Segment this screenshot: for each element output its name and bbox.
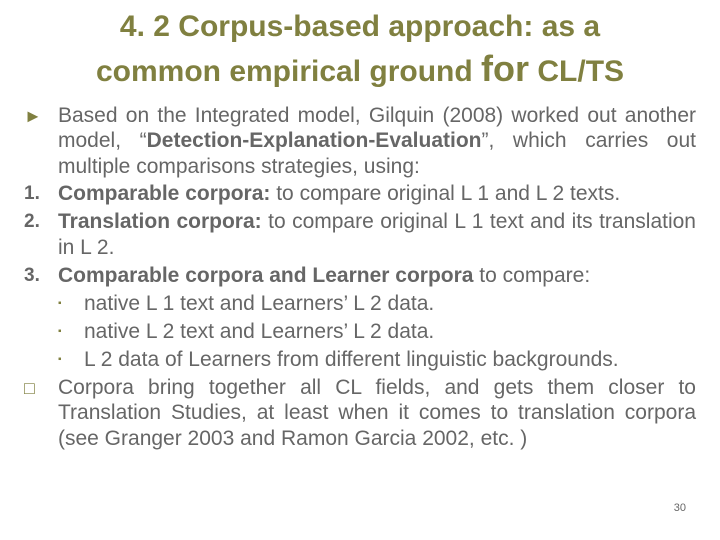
intro-text: Based on the Integrated model, Gilquin (… xyxy=(58,103,696,180)
num-marker-3: 3. xyxy=(24,263,58,289)
title-clts: CL/TS xyxy=(529,55,624,88)
closing-bullet: □ Corpora bring together all CL fields, … xyxy=(24,375,696,452)
title-line2: common empirical ground xyxy=(96,55,481,88)
item3-rest: to compare: xyxy=(473,264,590,287)
square-icon: ▪ xyxy=(24,319,84,345)
list-item-1: 1. Comparable corpora: to compare origin… xyxy=(24,181,696,207)
square-icon: ▪ xyxy=(24,291,84,317)
triangle-icon: ► xyxy=(24,103,58,180)
square-icon: ▪ xyxy=(24,347,84,373)
sub1-text: native L 1 text and Learners’ L 2 data. xyxy=(84,291,696,317)
item3-bold: Comparable corpora and Learner corpora xyxy=(58,264,473,287)
num-marker-2: 2. xyxy=(24,209,58,260)
item2-text: Translation corpora: to compare original… xyxy=(58,209,696,260)
item1-text: Comparable corpora: to compare original … xyxy=(58,181,696,207)
item1-bold: Comparable corpora: xyxy=(58,182,270,205)
sub-item-2: ▪ native L 2 text and Learners’ L 2 data… xyxy=(24,319,696,345)
page-number: 30 xyxy=(674,502,686,514)
slide-title: 4. 2 Corpus-based approach: as a common … xyxy=(24,8,696,91)
item3-text: Comparable corpora and Learner corpora t… xyxy=(58,263,696,289)
slide: 4. 2 Corpus-based approach: as a common … xyxy=(0,0,720,540)
intro-bold: Detection-Explanation-Evaluation xyxy=(147,129,482,152)
slide-body: ► Based on the Integrated model, Gilquin… xyxy=(24,103,696,452)
hollow-square-icon: □ xyxy=(24,375,58,452)
closing-text: Corpora bring together all CL fields, an… xyxy=(58,375,696,452)
list-item-2: 2. Translation corpora: to compare origi… xyxy=(24,209,696,260)
sub2-text: native L 2 text and Learners’ L 2 data. xyxy=(84,319,696,345)
sub3-text: L 2 data of Learners from different ling… xyxy=(84,347,696,373)
title-for: for xyxy=(481,48,529,89)
sub-item-3: ▪ L 2 data of Learners from different li… xyxy=(24,347,696,373)
list-item-3: 3. Comparable corpora and Learner corpor… xyxy=(24,263,696,289)
sub-item-1: ▪ native L 1 text and Learners’ L 2 data… xyxy=(24,291,696,317)
title-line1: Corpus-based approach: as a xyxy=(170,10,600,43)
num-marker-1: 1. xyxy=(24,181,58,207)
title-number: 4. 2 xyxy=(120,10,170,43)
bullet-intro: ► Based on the Integrated model, Gilquin… xyxy=(24,103,696,180)
item1-rest: to compare original L 1 and L 2 texts. xyxy=(270,182,620,205)
item2-bold: Translation corpora: xyxy=(58,210,262,233)
